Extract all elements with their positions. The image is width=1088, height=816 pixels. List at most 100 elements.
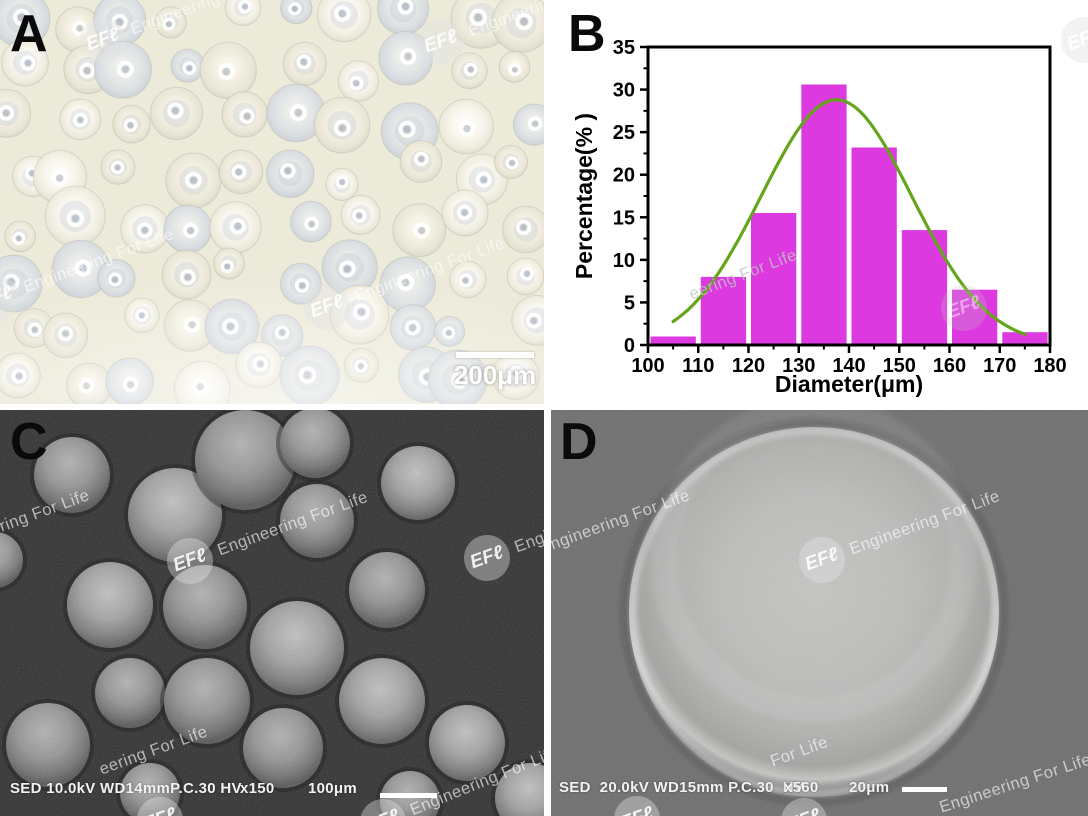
microsphere	[149, 86, 204, 141]
sem-caption-scale-c: 100μm	[308, 780, 358, 797]
microsphere-ring-shadow	[186, 65, 193, 71]
microsphere	[325, 167, 359, 202]
x-axis-tick-label: 160	[933, 355, 966, 377]
microsphere-ring-highlight	[123, 118, 138, 133]
microsphere	[438, 98, 494, 155]
microsphere-ring-shadow	[71, 214, 80, 223]
microsphere-ring-shadow	[242, 3, 248, 10]
microsphere	[199, 41, 257, 100]
microsphere-ring-shadow	[402, 3, 409, 10]
microsphere	[100, 149, 136, 185]
sem-caption-scale-d: 20μm	[849, 779, 890, 796]
y-axis-title: Percentage(% )	[571, 113, 597, 279]
microsphere-ring-shadow	[353, 80, 360, 87]
microsphere	[112, 105, 151, 144]
y-axis-tick-label: 20	[613, 165, 635, 187]
microsphere	[494, 145, 528, 179]
microsphere-ring-highlight	[458, 120, 476, 137]
scale-bar-a: 200μm	[452, 352, 538, 391]
y-axis-tick-label: 35	[613, 37, 635, 59]
microsphere	[59, 98, 102, 141]
microsphere	[265, 149, 315, 199]
histogram-bar	[801, 84, 847, 345]
microsphere-core	[6, 3, 37, 34]
microsphere-ring-highlight	[304, 216, 319, 232]
microsphere-ring-highlight	[185, 171, 202, 189]
y-axis-tick-label: 10	[613, 250, 635, 272]
sem-grain	[551, 410, 1088, 816]
x-axis-tick-label: 140	[832, 355, 865, 377]
x-axis-tick-label: 130	[782, 355, 815, 377]
histogram-bar	[650, 336, 696, 345]
microsphere-ring-highlight	[182, 61, 197, 75]
microsphere-ring-highlight	[72, 20, 88, 36]
microsphere-ring-shadow	[234, 222, 242, 230]
panel-b-label: B	[568, 5, 606, 63]
microsphere-ring-shadow	[24, 59, 32, 67]
microsphere-ring-shadow	[114, 164, 121, 171]
microsphere-ring-shadow	[403, 125, 411, 134]
microsphere-ring-shadow	[56, 174, 64, 182]
microsphere-ring-highlight	[217, 63, 235, 81]
microsphere-ring-highlight	[238, 0, 252, 14]
microsphere	[0, 88, 32, 138]
microsphere-ring-highlight	[162, 17, 176, 31]
microsphere-ring-highlight	[413, 151, 429, 167]
microsphere-ring-shadow	[127, 122, 134, 129]
microsphere-ring-shadow	[222, 67, 230, 76]
microsphere-ring-highlight	[334, 5, 351, 22]
panel-d: SED 20.0kV WD15mm P.C.30 HV x560 20μm ng…	[551, 410, 1088, 816]
microsphere-ring-highlight	[399, 48, 417, 65]
microsphere-ring-shadow	[339, 179, 345, 185]
y-axis-tick-label: 30	[613, 80, 635, 102]
microsphere-ring-highlight	[116, 60, 134, 78]
microsphere-ring-highlight	[110, 160, 125, 175]
microsphere-ring-highlight	[280, 162, 296, 179]
microsphere-ring-shadow	[520, 17, 528, 26]
x-axis-tick-label: 100	[631, 355, 664, 377]
panel-a-label: A	[10, 5, 48, 63]
microsphere-ring-shadow	[76, 25, 83, 32]
microsphere-ring-shadow	[77, 116, 84, 124]
microsphere-ring-shadow	[292, 6, 298, 12]
microsphere-ring-highlight	[20, 55, 36, 71]
microsphere-ring-shadow	[356, 212, 363, 219]
microsphere-ring-shadow	[189, 176, 198, 184]
microsphere-ring-highlight	[475, 171, 492, 188]
microsphere-ring-shadow	[294, 109, 302, 117]
scale-bar-line-c	[380, 793, 437, 798]
microsphere	[94, 40, 152, 99]
microsphere-ring-shadow	[418, 155, 425, 163]
microsphere-ring-highlight	[515, 12, 533, 31]
microsphere-ring-highlight	[288, 2, 302, 16]
microsphere-ring-shadow	[284, 167, 292, 175]
microsphere-ring-shadow	[2, 109, 10, 117]
scale-bar-label: 200μm	[453, 360, 537, 390]
panel-c-label: C	[10, 413, 48, 471]
microsphere-ring-shadow	[83, 67, 91, 75]
microsphere-ring-shadow	[166, 21, 172, 27]
x-axis-tick-label: 150	[883, 355, 916, 377]
microsphere-ring-highlight	[231, 164, 247, 180]
sem-closeup-image	[551, 410, 1088, 816]
gaussian-fit-curve	[671, 98, 1027, 336]
microsphere-ring-shadow	[308, 220, 315, 228]
panel-c: SED 10.0kV WD14mmP.C.30 HV x150 100μm ri…	[0, 410, 544, 816]
microsphere-ring-highlight	[73, 112, 88, 128]
microsphere-ring-highlight	[66, 209, 85, 228]
microsphere	[451, 52, 488, 90]
microsphere-ring-highlight	[397, 0, 414, 15]
microsphere-ring-shadow	[520, 224, 527, 231]
microsphere-ring-highlight	[333, 119, 351, 137]
sem-micrograph-image	[0, 410, 544, 816]
histogram-bar	[751, 213, 797, 345]
microsphere-ring-highlight	[0, 105, 14, 121]
microsphere-ring-shadow	[532, 120, 539, 127]
sem-grain	[0, 410, 544, 816]
microsphere-ring-highlight	[335, 175, 349, 189]
y-axis-tick-label: 5	[624, 292, 635, 314]
microsphere	[337, 60, 380, 102]
microsphere-ring-highlight	[296, 54, 312, 70]
x-axis-tick-label: 110	[682, 355, 714, 377]
